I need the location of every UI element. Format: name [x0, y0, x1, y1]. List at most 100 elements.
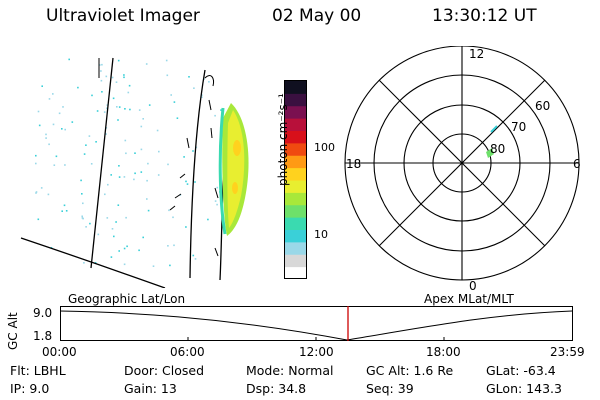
speckle: [185, 180, 187, 183]
speckle: [115, 81, 118, 83]
colorbar-segment: [285, 229, 306, 243]
speckle: [117, 204, 120, 206]
speckle: [145, 63, 148, 65]
colorbar-segment: [285, 217, 306, 230]
coastline-fragments: [169, 75, 219, 257]
speckle: [216, 186, 219, 189]
speckle: [68, 58, 70, 61]
speckle: [142, 236, 144, 239]
dsp-status: Dsp: 34.8: [246, 381, 307, 396]
speckle: [45, 137, 47, 139]
speckle: [91, 94, 93, 97]
polar-aurora-spot: [486, 148, 494, 158]
colorbar-segment: [285, 254, 306, 268]
speckle: [134, 172, 136, 175]
speckle: [148, 104, 151, 106]
speckle: [201, 96, 203, 98]
speckle: [101, 91, 103, 93]
speckle: [35, 191, 38, 193]
speckle: [185, 226, 187, 228]
speckle: [133, 178, 135, 181]
speckle: [55, 155, 58, 158]
speckle: [101, 63, 103, 66]
speckle: [147, 162, 149, 165]
speckle: [167, 163, 169, 166]
speckle: [64, 128, 66, 131]
colorbar-segment: [285, 130, 306, 144]
colorbar-segment: [285, 105, 306, 119]
speckle: [100, 70, 102, 72]
longitude-line: [189, 69, 206, 279]
speckle: [115, 221, 117, 223]
speckle: [157, 174, 160, 176]
speckle: [173, 244, 175, 247]
instrument-title: Ultraviolet Imager: [46, 6, 200, 26]
mlt-label-left: 18: [346, 157, 361, 171]
speckle: [129, 108, 131, 111]
mlt-label-right: 6: [573, 157, 581, 171]
speckle: [118, 106, 121, 108]
speckle: [111, 76, 114, 79]
speckle: [140, 148, 143, 151]
speckle: [47, 193, 50, 196]
speckle: [123, 263, 126, 266]
speckle: [112, 97, 115, 100]
xtick-0000: 00:00: [42, 345, 77, 359]
colorbar-segment: [285, 266, 306, 280]
colorbar-label: photon cm⁻²s⁻¹: [276, 93, 290, 186]
speckle: [123, 176, 126, 178]
speckle: [165, 59, 168, 62]
speckle: [61, 210, 63, 212]
speckle: [183, 156, 185, 158]
speckle: [95, 141, 97, 143]
date-label: 02 May 00: [272, 6, 362, 26]
speckle: [134, 152, 136, 154]
colorbar-segment: [285, 192, 306, 206]
polar-plot: 12 0 18 6 60 70 80: [344, 46, 581, 293]
speckle: [48, 98, 51, 100]
speckle: [99, 64, 101, 66]
apex-caption: Apex MLat/MLT: [424, 292, 514, 306]
speckle: [35, 192, 37, 194]
speckle: [41, 85, 43, 87]
timeline-ylabel: GC Alt: [6, 312, 20, 350]
speckle: [53, 164, 56, 166]
filter-status: Flt: LBHL: [10, 363, 66, 378]
speckle: [117, 119, 119, 121]
speckle: [110, 174, 112, 176]
speckle: [85, 226, 87, 228]
speckle: [173, 101, 176, 103]
speckle: [167, 245, 169, 247]
speckle: [176, 117, 179, 119]
speckle: [110, 256, 113, 258]
mode-status: Mode: Normal: [246, 363, 334, 378]
speckle: [94, 262, 97, 264]
colorbar-segment: [285, 93, 306, 107]
speckle: [166, 74, 169, 77]
speckle: [125, 216, 127, 219]
colorbar-tick-100: 100: [314, 141, 335, 154]
speckle: [168, 209, 170, 212]
speckle: [169, 264, 171, 267]
speckle: [194, 258, 197, 260]
speckle: [220, 109, 222, 111]
speckle: [105, 75, 108, 78]
speckle: [37, 110, 40, 113]
xtick-1800: 18:00: [426, 345, 461, 359]
speckle: [103, 111, 106, 113]
speckle: [88, 135, 91, 137]
speckle: [194, 181, 196, 183]
speckle: [100, 79, 103, 82]
glat-status: GLat: -63.4: [486, 363, 556, 378]
speckle: [77, 86, 79, 89]
speckle: [35, 162, 37, 165]
colorbar-segment: [285, 167, 306, 181]
speckle: [142, 118, 144, 120]
speckle: [81, 217, 84, 219]
speckle: [116, 106, 118, 108]
speckle: [37, 218, 40, 221]
speckle: [140, 125, 143, 128]
longitude-line: [90, 57, 114, 269]
speckle: [138, 249, 140, 252]
speckle: [104, 193, 106, 196]
